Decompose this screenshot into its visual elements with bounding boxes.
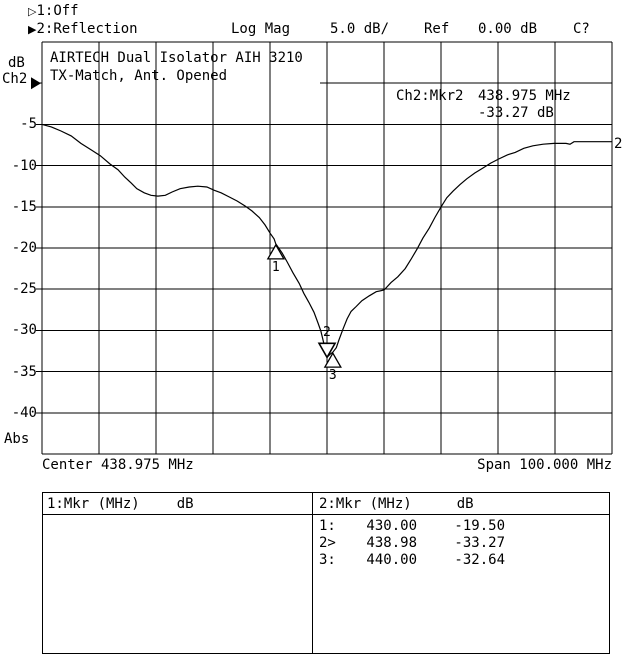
marker-table-ch1-header: 1:Mkr (MHz) dB — [43, 493, 313, 514]
marker-row-2-active: 2> 438.98 -33.27 — [319, 535, 505, 551]
channel2-active-marker-icon: ▶ — [28, 23, 37, 36]
display-format-label: Log Mag — [231, 21, 291, 37]
ref-level-value: 0.00 dB — [478, 21, 538, 37]
y-axis-label--15: -15 — [11, 198, 37, 215]
ch1-marker-list-empty — [43, 515, 313, 653]
channel1-inactive-marker-icon: ▷ — [28, 5, 37, 18]
marker-3-number-label: 3 — [328, 368, 337, 384]
marker-2-number-label: 2 — [323, 325, 331, 341]
y-axis-label--25: -25 — [11, 281, 37, 298]
trace-number-tag: 2 — [614, 136, 623, 152]
marker-table-body: 1: 430.00 -19.50 2> 438.98 -33.27 3: 440.00 -3… — [43, 515, 609, 653]
marker-row-3: 3: 440.00 -32.64 — [319, 552, 505, 568]
span-label: Span 100.000 MHz — [477, 457, 612, 473]
y-axis-label--20: -20 — [11, 240, 37, 256]
ch2-marker-list: 1: 430.00 -19.50 2> 438.98 -33.27 3: 440.00 -3… — [313, 515, 609, 653]
scale-per-div-value: 5.0 dB/ — [330, 21, 390, 37]
ch2-measurement-label: 2:Reflection — [36, 21, 138, 37]
marker-table-header: 1:Mkr (MHz) dB 2:Mkr (MHz) dB — [43, 493, 609, 515]
marker-2-triangle-icon — [317, 342, 337, 359]
ch2-db-unit: dB — [456, 496, 474, 512]
marker-readout-label: Ch2:Mkr2 — [396, 88, 464, 104]
ref-level-pointer-icon — [31, 77, 41, 90]
y-axis-label--35: -35 — [11, 363, 37, 380]
measurement-title-line2: TX-Match, Ant. Opened — [50, 68, 228, 84]
y-axis-unit-label: dB — [8, 55, 25, 71]
y-axis-channel-label: Ch2 — [2, 71, 28, 87]
y-axis-label--5: -5 — [20, 116, 37, 133]
marker-readout-freq: 438.975 MHz — [478, 88, 571, 104]
ch1-db-unit: dB — [176, 496, 194, 512]
marker-3-triangle-icon — [323, 351, 342, 368]
marker-1-number-label: 1 — [271, 259, 280, 275]
ch1-status-label: 1:Off — [36, 3, 79, 19]
cal-status-badge: C? — [573, 21, 590, 37]
y-axis-label--40: -40 — [11, 404, 37, 421]
y-axis-label--30: -30 — [11, 322, 37, 339]
measurement-title-line1: AIRTECH Dual Isolator AIH 3210 — [50, 50, 303, 66]
marker-table-ch2-header: 2:Mkr (MHz) dB — [319, 496, 474, 512]
marker-1-triangle-icon — [266, 243, 285, 260]
marker-readout-level: -33.27 dB — [478, 105, 554, 121]
marker-table: 1:Mkr (MHz) dB 2:Mkr (MHz) dB 1: 430.00 -19.… — [42, 492, 610, 654]
y-axis-label--10: -10 — [11, 157, 37, 174]
marker-row-1: 1: 430.00 -19.50 — [319, 518, 505, 534]
y-axis-mode-label: Abs — [4, 431, 30, 447]
center-frequency-label: Center 438.975 MHz — [42, 457, 194, 473]
status-line-ch1: ▷1:Off — [28, 3, 79, 20]
ref-label: Ref — [424, 21, 450, 37]
